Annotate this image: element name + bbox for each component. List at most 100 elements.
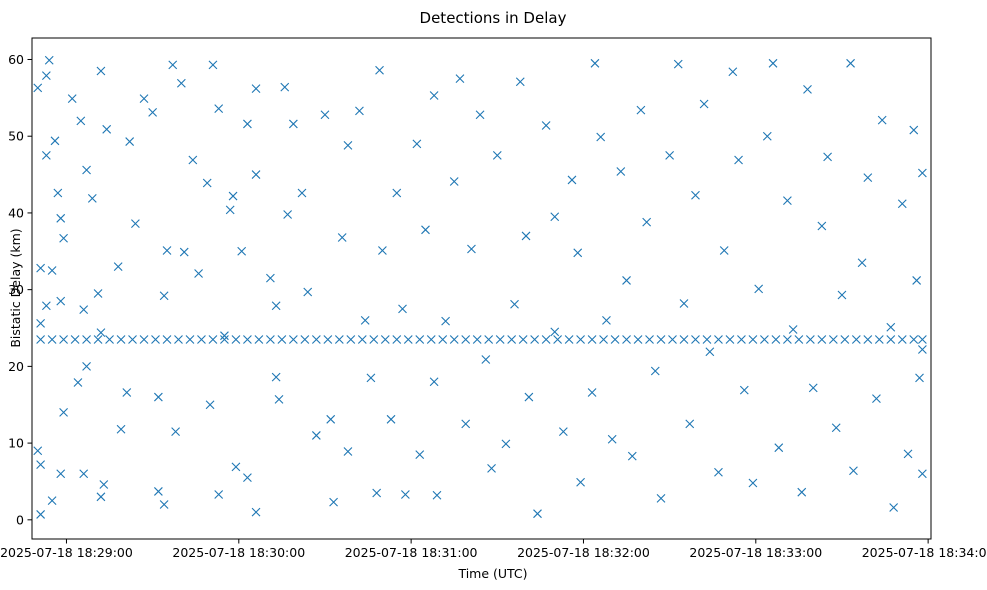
detection-point-42: [518, 335, 528, 344]
detection-point-113: [113, 262, 123, 272]
detection-point-167: [392, 188, 402, 198]
x-tick-label-1: 2025-07-18 18:30:00: [172, 545, 305, 560]
detection-point-170: [412, 139, 422, 149]
detection-point-103: [79, 305, 89, 314]
detection-point-89: [41, 301, 51, 311]
detection-point-159: [343, 447, 353, 456]
detection-point-138: [243, 119, 252, 129]
detection-point-104: [96, 66, 106, 76]
detection-point-157: [337, 233, 347, 242]
detection-point-185: [501, 439, 511, 449]
detection-point-180: [467, 244, 476, 254]
detection-point-18: [243, 335, 252, 344]
detection-point-125: [179, 247, 189, 257]
y-axis-ticks: 0 10 20 30 40 50 60: [8, 52, 32, 527]
detection-point-211: [673, 59, 683, 69]
detection-point-58: [702, 335, 712, 344]
detection-point-181: [475, 110, 485, 120]
detection-point-145: [271, 301, 281, 311]
y-axis-label: Bistatic Delay (km): [8, 228, 23, 347]
detection-point-117: [148, 108, 158, 117]
detection-point-107: [96, 328, 106, 338]
detection-point-120: [162, 246, 172, 255]
detection-point-122: [159, 500, 169, 509]
y-tick-label-4: 40: [8, 205, 24, 220]
detection-point-179: [461, 419, 471, 429]
detection-point-3: [70, 335, 80, 344]
detection-point-128: [194, 269, 203, 278]
detection-point-184: [492, 150, 502, 160]
detection-point-116: [139, 94, 149, 103]
detection-point-35: [438, 335, 448, 344]
detection-point-34: [426, 335, 436, 344]
detection-point-126: [171, 427, 180, 436]
detection-point-60: [725, 335, 735, 344]
detection-point-233: [823, 152, 832, 162]
x-tick-label-0: 2025-07-18 18:29:00: [0, 545, 133, 560]
detection-point-10: [151, 335, 160, 344]
detection-point-84: [56, 213, 66, 223]
detection-point-119: [159, 291, 169, 301]
scatter-points: [33, 55, 927, 519]
detection-point-154: [320, 110, 330, 120]
detection-point-230: [803, 85, 812, 94]
y-tick-label-3: 30: [8, 282, 24, 297]
detection-point-81: [50, 136, 60, 146]
detection-point-20: [266, 335, 275, 344]
detection-point-4: [82, 335, 91, 344]
detection-point-140: [251, 170, 261, 179]
detection-point-239: [863, 173, 873, 183]
detection-point-52: [633, 335, 643, 344]
detection-point-209: [656, 493, 666, 503]
detection-point-189: [524, 392, 534, 402]
detection-point-217: [714, 467, 723, 477]
detection-point-11: [162, 335, 172, 344]
detection-point-173: [429, 377, 439, 387]
detection-point-234: [831, 423, 841, 433]
detection-point-129: [202, 178, 212, 188]
detection-point-59: [714, 335, 723, 344]
detection-point-87: [47, 266, 57, 275]
detection-point-77: [917, 335, 927, 344]
detection-point-156: [329, 497, 338, 507]
detection-point-33: [415, 335, 425, 344]
detection-point-227: [783, 196, 792, 206]
detection-point-29: [369, 335, 379, 344]
detection-point-163: [375, 65, 384, 75]
detection-point-6: [105, 335, 114, 344]
detection-point-228: [788, 325, 798, 334]
detection-point-105: [102, 124, 112, 134]
y-tick-label-0: 0: [16, 512, 24, 527]
detection-point-68: [817, 335, 827, 344]
detection-point-114: [131, 219, 140, 229]
detection-point-247: [912, 276, 922, 285]
detection-point-80: [44, 55, 54, 65]
detection-point-147: [280, 82, 290, 92]
detection-point-55: [668, 335, 677, 344]
detection-point-182: [481, 355, 491, 364]
detection-point-133: [214, 490, 224, 499]
detection-point-62: [748, 335, 758, 344]
detection-point-90: [36, 319, 46, 328]
detection-point-5: [93, 335, 103, 344]
detection-point-175: [432, 490, 442, 500]
detection-point-76: [909, 335, 919, 344]
y-tick-label-6: 60: [8, 52, 24, 67]
detection-point-244: [897, 199, 907, 209]
detection-point-7: [116, 335, 126, 344]
detection-point-229: [797, 487, 807, 497]
detection-point-171: [421, 225, 430, 235]
detection-point-251: [917, 469, 927, 479]
detection-point-121: [153, 487, 163, 496]
detection-point-220: [734, 155, 743, 165]
detection-point-148: [288, 119, 298, 129]
x-axis-label: Time (UTC): [457, 566, 527, 581]
detection-point-246: [909, 125, 919, 135]
x-tick-label-4: 2025-07-18 18:33:00: [689, 545, 822, 560]
detection-point-193: [550, 327, 560, 337]
detection-point-66: [794, 335, 804, 344]
detection-point-214: [691, 190, 700, 200]
detection-point-46: [564, 335, 574, 344]
detection-point-236: [846, 58, 855, 68]
detection-point-150: [274, 394, 284, 404]
